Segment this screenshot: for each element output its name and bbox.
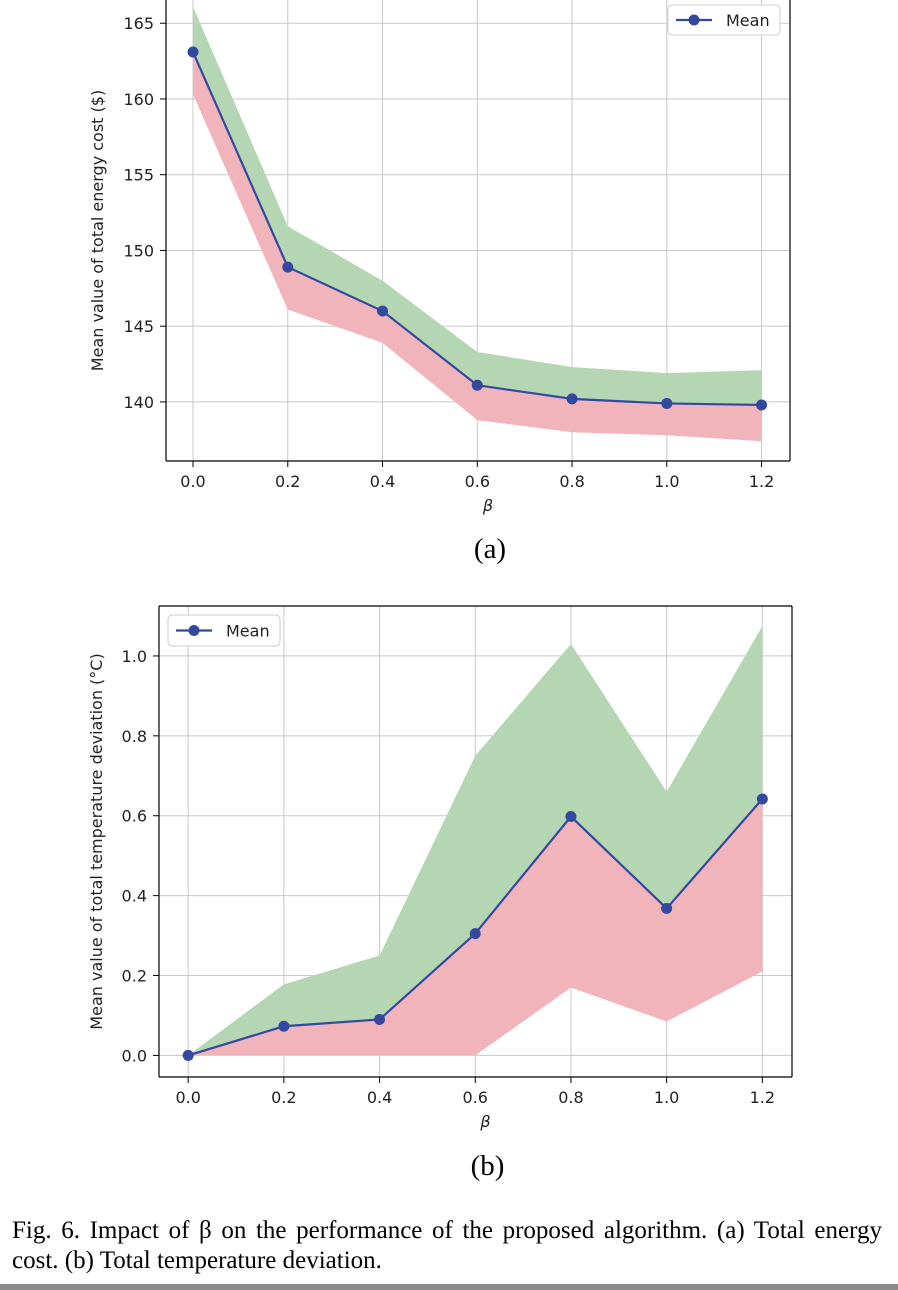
- x-tick-label: 0.0: [180, 472, 205, 491]
- y-tick-label: 1.0: [122, 647, 147, 666]
- x-tick-label: 0.4: [367, 1088, 392, 1107]
- y-tick-label: 155: [123, 166, 154, 185]
- mean-data-point: [661, 902, 673, 914]
- mean-data-point: [471, 379, 483, 391]
- y-tick-label: 160: [123, 90, 154, 109]
- x-tick-label: 1.0: [654, 472, 679, 491]
- figure-caption: Fig. 6. Impact of β on the performance o…: [12, 1217, 882, 1274]
- x-tick-label: 0.0: [175, 1088, 200, 1107]
- x-tick-label: 0.8: [558, 1088, 583, 1107]
- y-tick-label: 165: [123, 14, 154, 33]
- y-tick-label: 145: [123, 317, 154, 336]
- legend-box: [667, 4, 781, 36]
- mean-data-point: [565, 811, 577, 823]
- y-tick-label: 0.2: [122, 967, 147, 986]
- y-axis-label: Mean value of total temperature deviatio…: [87, 653, 106, 1029]
- y-tick-label: 140: [123, 393, 154, 412]
- panel-label: (b): [471, 1150, 505, 1182]
- legend-marker: [188, 625, 200, 636]
- mean-data-point: [374, 1013, 386, 1025]
- x-tick-label: 1.2: [749, 472, 774, 491]
- y-tick-label: 0.6: [122, 807, 147, 826]
- mean-data-point: [756, 793, 768, 805]
- x-axis-label: β: [479, 1112, 490, 1131]
- y-tick-label: 150: [123, 241, 154, 260]
- mean-data-point: [469, 928, 481, 940]
- x-tick-label: 0.2: [275, 472, 300, 491]
- x-tick-label: 0.4: [370, 472, 395, 491]
- panel-label: (a): [474, 533, 506, 565]
- mean-data-point: [182, 1049, 194, 1061]
- legend-box: [167, 614, 281, 647]
- mean-data-point: [278, 1020, 290, 1032]
- legend-marker: [688, 14, 700, 26]
- mean-data-point: [661, 397, 673, 409]
- mean-data-point: [187, 46, 199, 58]
- x-axis-label: β: [482, 496, 493, 515]
- x-tick-label: 0.6: [463, 1088, 488, 1107]
- mean-data-point: [756, 399, 768, 411]
- y-tick-label: 0.8: [122, 727, 147, 746]
- x-tick-label: 1.0: [654, 1088, 679, 1107]
- y-axis-label: Mean value of total energy cost ($): [88, 90, 107, 371]
- mean-data-point: [282, 261, 294, 273]
- mean-data-point: [566, 393, 578, 405]
- x-tick-label: 1.2: [750, 1088, 775, 1107]
- upper-deviation-band: [188, 625, 763, 1056]
- y-tick-label: 0.0: [122, 1046, 147, 1065]
- chart-panel-a: 0.0 0.2 0.4 0.6 0.8 1.0 1.2 140 145 150 155 160 165 β…: [88, 0, 791, 565]
- x-tick-label: 0.2: [271, 1088, 296, 1107]
- bottom-divider: [0, 1284, 898, 1290]
- x-tick-label: 0.6: [465, 472, 490, 491]
- chart-panel-b: 0.0 0.2 0.4 0.6 0.8 1.0 1.2 0.0 0.2 0.4 0.6 0.8 1.0 β…: [87, 605, 793, 1182]
- y-tick-label: 0.4: [122, 887, 147, 906]
- x-tick-label: 0.8: [559, 472, 584, 491]
- legend-label: Mean: [726, 11, 770, 30]
- mean-data-point: [377, 305, 389, 317]
- legend-label: Mean: [226, 622, 270, 641]
